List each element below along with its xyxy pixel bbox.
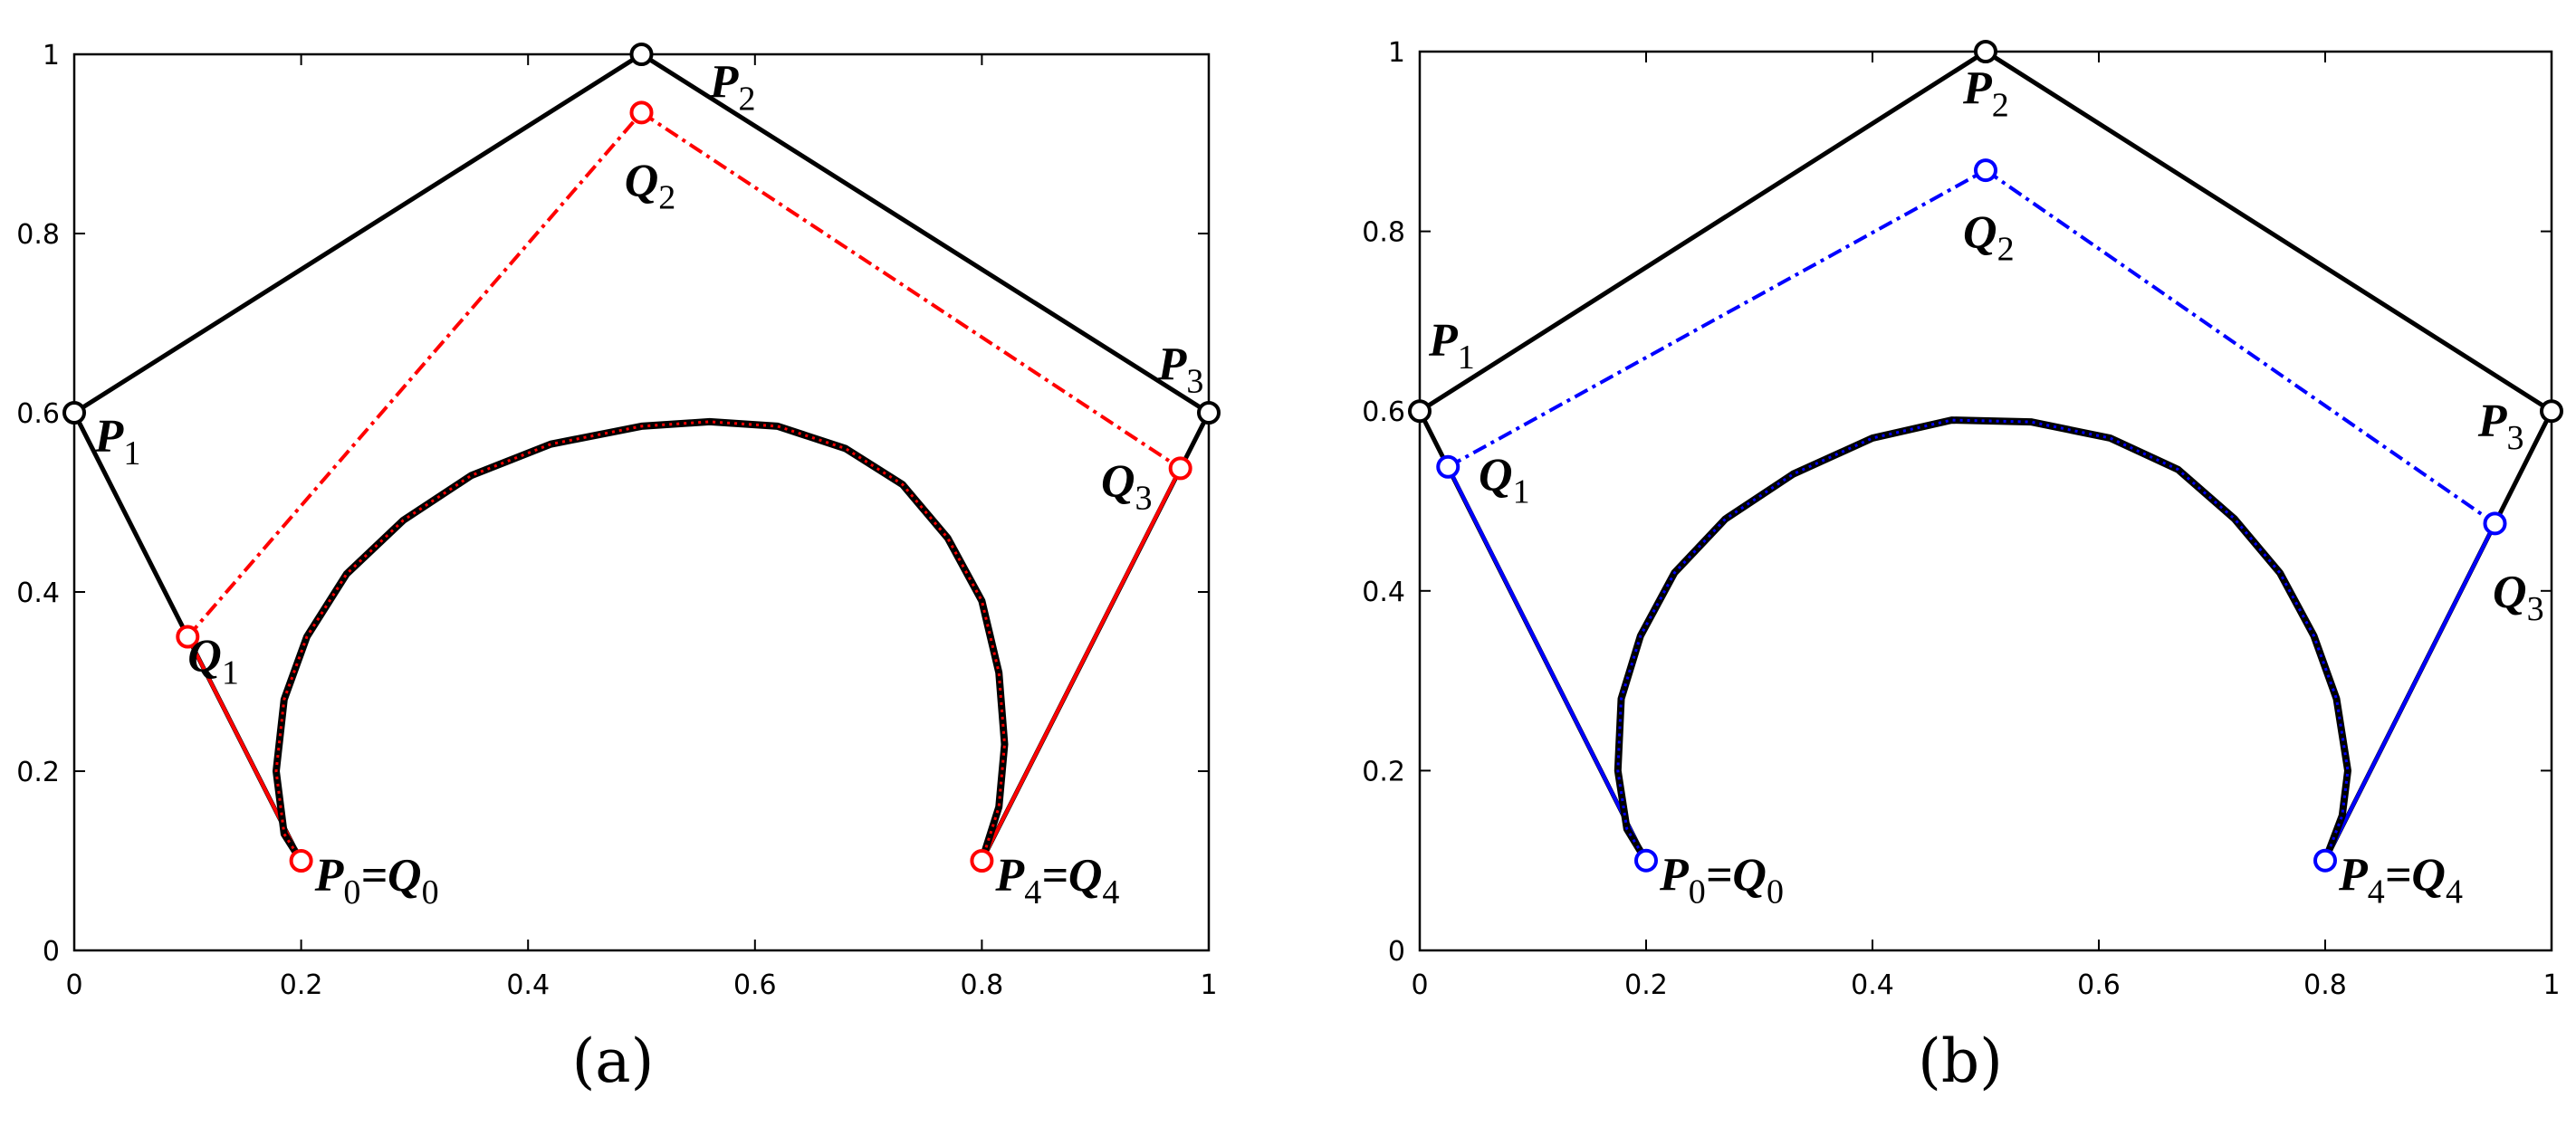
marker-q3	[1168, 456, 1192, 481]
marker-q0	[1634, 848, 1658, 873]
x-tick-label: 0.6	[2077, 969, 2121, 1001]
control-polygon-q-segment	[2323, 522, 2497, 862]
curve-overlay-line	[274, 420, 1007, 862]
y-tick-label: 0.8	[1362, 217, 1405, 249]
label-p2: P2	[709, 57, 756, 119]
marker-p2	[1974, 40, 1997, 63]
control-polygon-q-segment	[186, 111, 644, 638]
y-tick-label: 1	[43, 40, 60, 72]
marker-q4	[2313, 848, 2337, 873]
label-p2: P2	[1962, 63, 2009, 125]
label-p0: P0=Q0	[1659, 850, 1784, 911]
marker-q3	[2483, 511, 2507, 536]
label-q3: Q3	[2493, 567, 2544, 628]
curve-line	[1614, 416, 2351, 864]
label-p1: P1	[1428, 315, 1475, 377]
label-p4: P4=Q4	[994, 850, 1119, 911]
control-polygon-q-segment	[980, 467, 1183, 862]
y-tick-label: 0	[43, 936, 60, 968]
x-tick-label: 0.4	[1851, 969, 1894, 1001]
y-tick-label: 0.4	[1362, 577, 1405, 608]
curve-overlay-line	[1616, 418, 2350, 862]
x-tick-label: 0	[65, 969, 82, 1001]
marker-p3	[2540, 399, 2563, 424]
label-p3: P3	[1157, 339, 1204, 401]
y-tick-label: 0.8	[16, 219, 60, 251]
label-p3: P3	[2477, 396, 2524, 457]
y-tick-label: 0.2	[1362, 756, 1405, 787]
marker-p3	[1197, 401, 1221, 425]
marker-q1	[176, 625, 200, 649]
label-p0: P0=Q0	[314, 850, 439, 911]
marker-q2	[629, 100, 654, 125]
y-tick-label: 0.4	[16, 577, 60, 609]
control-polygon-q-segment	[1984, 168, 2496, 525]
y-tick-label: 1	[1388, 37, 1405, 69]
plot-frame	[1418, 50, 2553, 952]
panel-caption: (a)	[572, 1026, 655, 1096]
x-tick-label: 1	[1200, 969, 1217, 1001]
x-tick-label: 0.2	[1624, 969, 1668, 1001]
label-q2: Q2	[1963, 207, 2015, 269]
control-polygon-q-segment	[640, 110, 1182, 471]
marker-p1	[62, 401, 86, 425]
y-tick-label: 0.2	[16, 757, 60, 788]
label-q3: Q3	[1101, 455, 1153, 517]
label-q1: Q1	[187, 630, 239, 692]
x-tick-label: 0	[1411, 969, 1428, 1001]
x-tick-label: 0.2	[280, 969, 323, 1001]
x-tick-label: 1	[2542, 969, 2560, 1001]
marker-q2	[1974, 158, 1997, 183]
marker-q4	[970, 849, 994, 873]
marker-q0	[289, 849, 313, 873]
marker-p2	[629, 43, 654, 66]
y-tick-label: 0.6	[1362, 396, 1405, 428]
label-q2: Q2	[625, 156, 676, 217]
marker-q1	[1436, 454, 1460, 479]
control-polygon-q-segment	[1447, 168, 1987, 469]
label-p1: P1	[94, 411, 141, 472]
label-p4: P4=Q4	[2338, 850, 2463, 911]
control-polygon-q-segment	[1446, 465, 1648, 862]
panel-b: 0 0.2 0.4 0.6 0.8 1 0 0.2 0.4 0.6 0.8 1 P0=Q0 P1 P2 P3 P…	[1362, 37, 2563, 1096]
x-tick-label: 0.8	[2303, 969, 2347, 1001]
panel-caption: (b)	[1918, 1026, 2003, 1096]
panel-a: 0 0.2 0.4 0.6 0.8 1 0 0.2 0.4 0.6 0.8 1 P0=Q0 P1 P2 P3 P…	[16, 40, 1221, 1096]
label-q1: Q1	[1479, 450, 1530, 511]
curve-line	[273, 417, 1009, 864]
y-tick-label: 0	[1388, 936, 1405, 968]
x-tick-label: 0.8	[961, 969, 1004, 1001]
x-tick-label: 0.4	[506, 969, 550, 1001]
x-tick-label: 0.6	[733, 969, 777, 1001]
marker-p1	[1408, 399, 1432, 424]
y-tick-label: 0.6	[16, 398, 60, 430]
